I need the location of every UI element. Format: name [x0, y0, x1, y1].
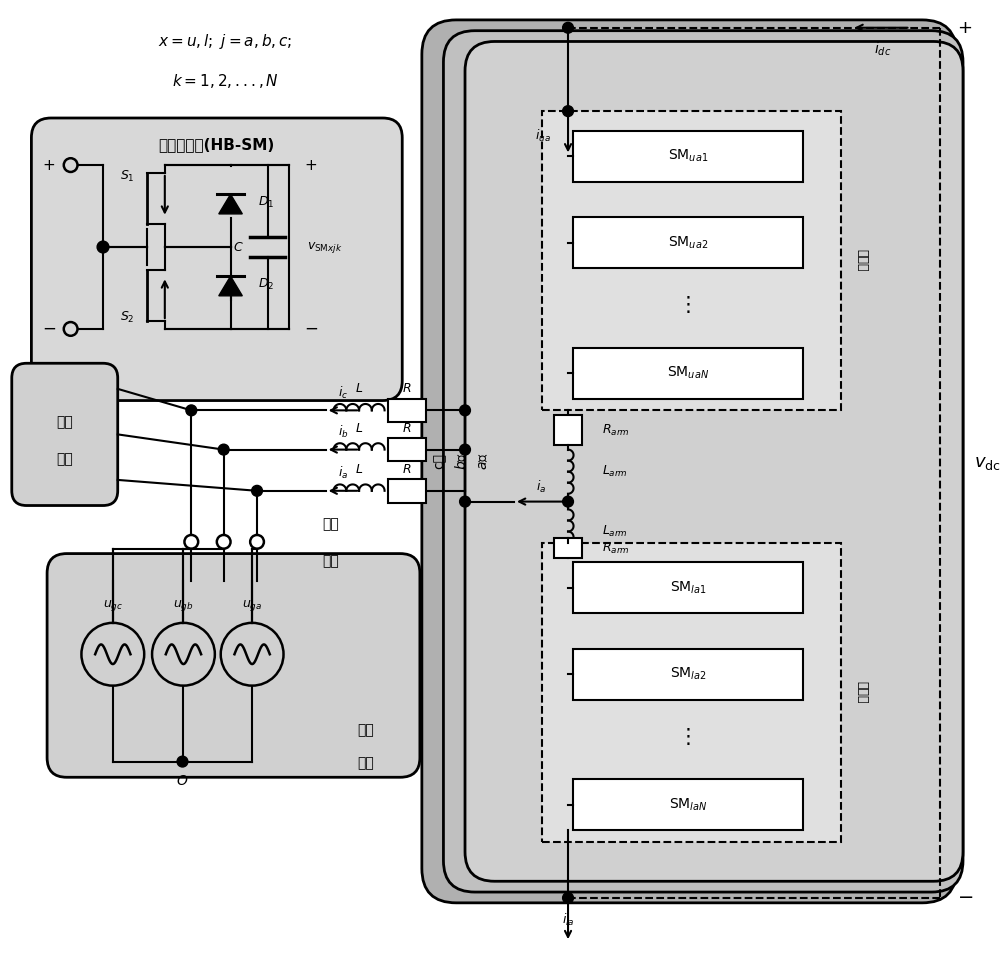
Bar [542, 111, 841, 410]
Text: $i_{ua}$: $i_{ua}$ [535, 128, 550, 144]
Text: ⋮: ⋮ [678, 727, 699, 747]
Bar [573, 649, 803, 700]
Circle shape [563, 106, 573, 116]
Text: $S_1$: $S_1$ [120, 169, 135, 185]
Text: ${\rm SM}_{ua2}$: ${\rm SM}_{ua2}$ [668, 234, 708, 251]
Bar [573, 217, 803, 268]
Text: +: + [304, 158, 317, 173]
Bar [573, 348, 803, 399]
Text: −: − [304, 320, 318, 338]
Text: c相: c相 [433, 454, 447, 469]
Bar [554, 415, 582, 445]
Text: ${\rm SM}_{la1}$: ${\rm SM}_{la1}$ [670, 579, 707, 596]
Text: $L$: $L$ [355, 382, 363, 395]
Circle shape [460, 405, 470, 416]
Text: +: + [958, 19, 973, 37]
FancyBboxPatch shape [422, 20, 957, 902]
Text: $i_a$: $i_a$ [536, 479, 546, 495]
Bar [388, 479, 426, 503]
Text: 上桥臂: 上桥臂 [856, 250, 869, 272]
Text: $a$相: $a$相 [476, 453, 490, 470]
Text: $R$: $R$ [402, 462, 412, 476]
Text: $b$相: $b$相 [453, 453, 469, 471]
Text: $O$: $O$ [176, 775, 189, 788]
Text: 端口: 端口 [322, 554, 339, 569]
Polygon shape [219, 194, 242, 214]
Circle shape [218, 444, 229, 455]
Bar [388, 438, 426, 461]
Text: $v_{{\rm SM}xjk}$: $v_{{\rm SM}xjk}$ [307, 239, 343, 255]
Text: $i_{dc}$: $i_{dc}$ [874, 40, 892, 58]
Circle shape [460, 496, 470, 507]
Text: 交流: 交流 [322, 517, 339, 531]
Circle shape [97, 241, 109, 253]
Text: $i_a$: $i_a$ [338, 465, 348, 481]
Text: ${\rm SM}_{ua1}$: ${\rm SM}_{ua1}$ [668, 148, 708, 164]
Text: $i_c$: $i_c$ [338, 384, 348, 401]
Text: ${\rm SM}_{uaN}$: ${\rm SM}_{uaN}$ [667, 365, 709, 382]
Text: $C$: $C$ [233, 240, 244, 254]
Circle shape [186, 405, 197, 416]
Text: −: − [958, 888, 974, 907]
Circle shape [177, 756, 188, 767]
Text: 负载: 负载 [56, 452, 73, 466]
Polygon shape [219, 276, 242, 296]
Text: $D_2$: $D_2$ [258, 277, 274, 291]
Text: $u_{gc}$: $u_{gc}$ [103, 598, 123, 613]
Circle shape [563, 496, 573, 507]
Text: $R$: $R$ [402, 422, 412, 434]
Bar [388, 399, 426, 422]
Circle shape [460, 444, 470, 455]
Text: $D_1$: $D_1$ [258, 194, 274, 209]
Circle shape [563, 22, 573, 33]
Text: $L$: $L$ [355, 422, 363, 434]
Text: −: − [42, 320, 56, 338]
Text: ${\rm SM}_{laN}$: ${\rm SM}_{laN}$ [669, 797, 708, 813]
Text: 下桥臂: 下桥臂 [856, 681, 869, 703]
Text: 交流: 交流 [56, 415, 73, 430]
Bar [573, 779, 803, 830]
Text: $u_{ga}$: $u_{ga}$ [242, 598, 262, 613]
Text: $S_2$: $S_2$ [120, 309, 135, 325]
FancyBboxPatch shape [465, 41, 963, 881]
Text: $i_b$: $i_b$ [338, 424, 349, 440]
Bar [554, 538, 582, 558]
Circle shape [252, 485, 262, 496]
Text: $R$: $R$ [402, 382, 412, 395]
Circle shape [563, 893, 573, 903]
Text: $L_{arm}$: $L_{arm}$ [602, 464, 628, 480]
Text: $i_{la}$: $i_{la}$ [562, 911, 574, 927]
FancyBboxPatch shape [47, 554, 420, 777]
FancyBboxPatch shape [12, 363, 118, 505]
Text: 半桥子模块(HB-SM): 半桥子模块(HB-SM) [159, 137, 275, 152]
Text: $u_{gb}$: $u_{gb}$ [173, 598, 194, 613]
FancyBboxPatch shape [443, 31, 963, 892]
Bar [573, 562, 803, 613]
Text: $L_{arm}$: $L_{arm}$ [602, 524, 628, 539]
Bar [542, 543, 841, 842]
Text: $R_{arm}$: $R_{arm}$ [602, 541, 630, 555]
Text: $R_{arm}$: $R_{arm}$ [602, 423, 630, 437]
FancyBboxPatch shape [31, 118, 402, 401]
Text: $k=1, 2, ..., N$: $k=1, 2, ..., N$ [172, 72, 279, 89]
Text: 电网: 电网 [358, 756, 374, 771]
Text: $L$: $L$ [355, 462, 363, 476]
Text: 交流: 交流 [358, 724, 374, 737]
Text: +: + [43, 158, 55, 173]
Text: ${\rm SM}_{la2}$: ${\rm SM}_{la2}$ [670, 666, 707, 682]
Bar [573, 131, 803, 182]
Text: $v_{\rm dc}$: $v_{\rm dc}$ [974, 454, 1000, 472]
Text: $x=u, l;\ j=a, b, c;$: $x=u, l;\ j=a, b, c;$ [158, 32, 293, 51]
Text: ⋮: ⋮ [678, 295, 699, 315]
